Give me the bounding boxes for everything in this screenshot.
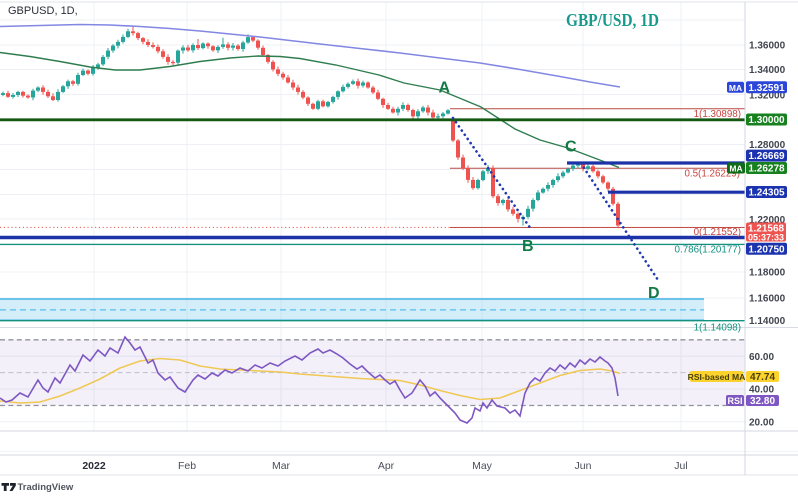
svg-text:RSI: RSI (727, 396, 742, 406)
svg-text:20.00: 20.00 (749, 417, 774, 428)
svg-text:0.5(1.26229): 0.5(1.26229) (684, 169, 740, 180)
svg-text:1.21568: 1.21568 (748, 224, 785, 235)
svg-text:1.16000: 1.16000 (749, 294, 786, 305)
svg-text:May: May (472, 460, 493, 472)
svg-text:1.32591: 1.32591 (748, 83, 785, 94)
svg-text:0.786(1.20177): 0.786(1.20177) (675, 244, 741, 255)
svg-text:2022: 2022 (82, 460, 106, 472)
svg-text:60.00: 60.00 (749, 352, 774, 363)
svg-text:1.24305: 1.24305 (748, 188, 785, 199)
svg-text:GBPUSD, 1D,: GBPUSD, 1D, (8, 5, 78, 17)
svg-text:1.34000: 1.34000 (749, 65, 786, 76)
svg-text:TradingView: TradingView (18, 482, 74, 493)
svg-text:Jul: Jul (674, 460, 687, 472)
svg-text:B: B (522, 238, 534, 255)
svg-text:1.32000: 1.32000 (749, 91, 786, 102)
svg-text:MA: MA (729, 164, 742, 174)
svg-text:RSI-based MA: RSI-based MA (688, 372, 746, 382)
svg-text:1.30000: 1.30000 (748, 115, 785, 126)
svg-text:1.14000: 1.14000 (749, 316, 786, 327)
svg-text:C: C (565, 139, 577, 156)
svg-text:1.28000: 1.28000 (749, 140, 786, 151)
svg-text:1.26669: 1.26669 (748, 151, 785, 162)
svg-text:1.26278: 1.26278 (748, 164, 785, 175)
svg-text:40.00: 40.00 (749, 385, 774, 396)
svg-text:1.20750: 1.20750 (748, 244, 785, 255)
svg-text:1.36000: 1.36000 (749, 41, 786, 52)
svg-text:D: D (648, 285, 660, 302)
svg-text:Feb: Feb (178, 460, 196, 472)
svg-text:A: A (439, 80, 451, 97)
svg-text:1(1.30898): 1(1.30898) (694, 109, 741, 120)
svg-text:1(1.14098): 1(1.14098) (694, 322, 741, 333)
svg-text:05:37:33: 05:37:33 (748, 233, 784, 243)
svg-text:32.80: 32.80 (750, 396, 775, 407)
svg-text:GBP/USD, 1D: GBP/USD, 1D (566, 10, 659, 30)
svg-text:Mar: Mar (272, 460, 291, 472)
svg-text:Apr: Apr (378, 460, 395, 472)
svg-text:47.74: 47.74 (750, 372, 775, 383)
svg-text:Jun: Jun (575, 460, 592, 472)
svg-text:1.22000: 1.22000 (749, 215, 786, 226)
svg-text:1.18000: 1.18000 (749, 268, 786, 279)
svg-text:0(1.21552): 0(1.21552) (694, 227, 741, 238)
svg-text:MA: MA (729, 83, 742, 93)
